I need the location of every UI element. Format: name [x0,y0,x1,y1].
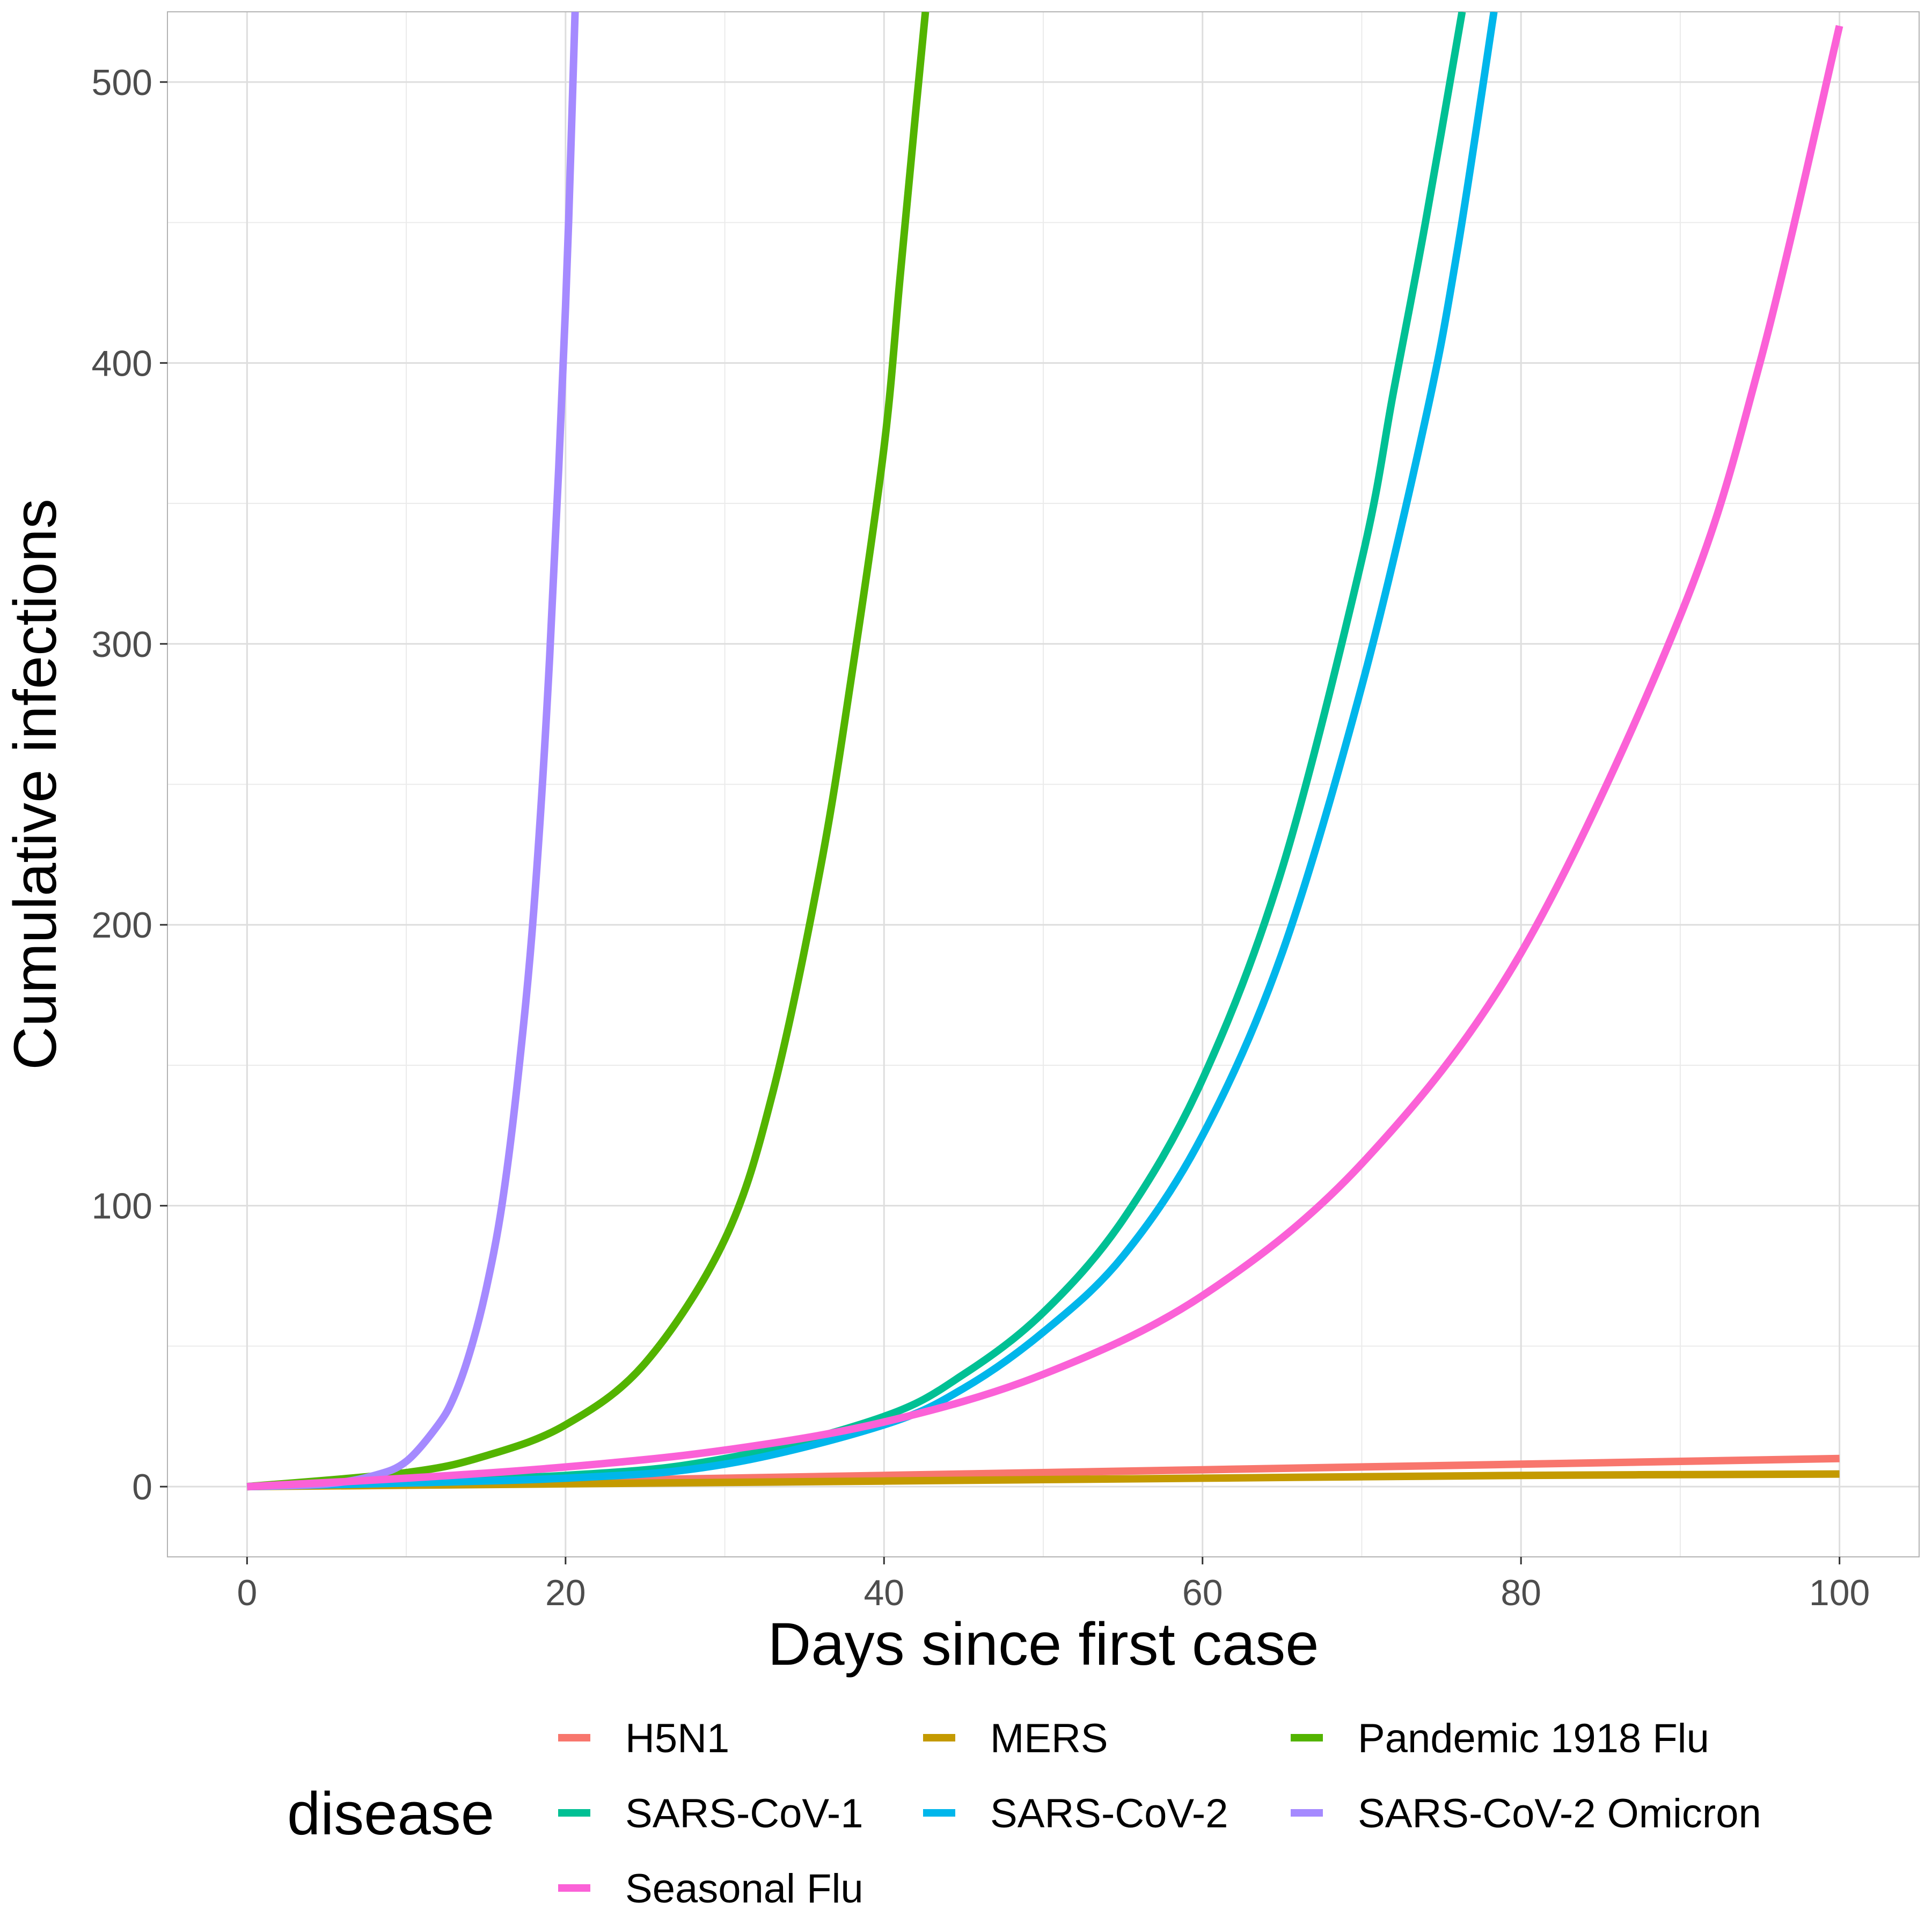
y-tick-label: 100 [92,1186,152,1227]
legend: disease H5N1 SARS-CoV-1 Seasonal Flu MERS SA… [287,1716,1761,1912]
legend-label-sars-cov-1: SARS-CoV-1 [625,1791,863,1836]
series-line-mers [247,1470,1840,1491]
legend-label-seasonal-flu: Seasonal Flu [625,1866,863,1912]
y-axis-title: Cumulative infections [2,499,69,1070]
legend-label-sars-cov-2-omicron: SARS-CoV-2 Omicron [1358,1791,1761,1836]
series-line-pandemic-1918-flu [246,12,930,1491]
series-lines [246,12,1843,1491]
legend-label-pandemic-1918-flu: Pandemic 1918 Flu [1358,1716,1709,1761]
y-tick-label: 500 [92,62,152,103]
series-line-sars-cov-1 [247,12,1466,1491]
series-line-sars-cov-2 [247,12,1498,1491]
x-tick-label: 80 [1501,1572,1541,1613]
x-tick-label: 0 [237,1572,257,1613]
x-tick-label: 20 [545,1572,586,1613]
x-tick-label: 60 [1182,1572,1223,1613]
y-tick-label: 200 [92,905,152,946]
x-tick-label: 40 [863,1572,904,1613]
x-tick-label: 100 [1809,1572,1870,1613]
y-tick-label: 0 [132,1467,152,1507]
series-line-seasonal-flu [247,25,1843,1491]
legend-title: disease [287,1780,494,1847]
legend-label-sars-cov-2: SARS-CoV-2 [990,1791,1228,1836]
x-axis-title: Days since first case [768,1611,1319,1678]
gridlines [167,12,1919,1557]
plot-panel-border [167,11,1920,1557]
legend-label-mers: MERS [990,1716,1108,1761]
axis-tick-labels: 0 20 40 60 80 100 0 100 200 300 400 500 [92,62,1870,1613]
legend-label-h5n1: H5N1 [625,1716,729,1761]
y-tick-label: 400 [92,343,152,384]
y-tick-label: 300 [92,624,152,665]
series-line-sars-cov-2-omicron [247,12,579,1491]
